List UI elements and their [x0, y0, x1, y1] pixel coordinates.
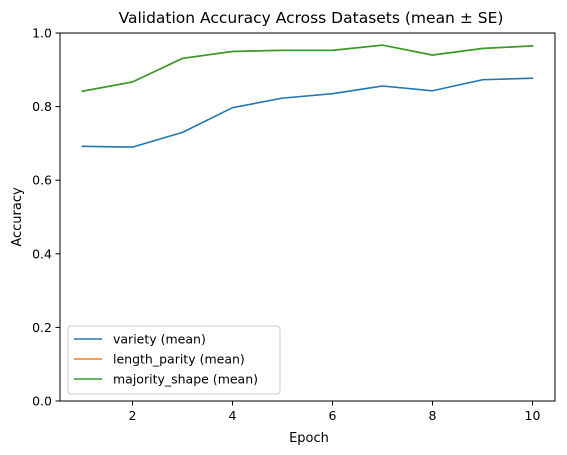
y-tick-label-1: 0.2 [32, 320, 52, 335]
y-tick-label-5: 1.0 [32, 26, 52, 41]
axis-ticks: 2 4 6 8 10 0.0 0.2 0.4 0.6 0.8 1.0 [32, 26, 540, 424]
x-tick-label-2: 6 [329, 408, 337, 423]
y-tick-label-2: 0.4 [32, 246, 52, 261]
legend-label-1: length_parity (mean) [113, 352, 245, 367]
legend: variety (mean) length_parity (mean) majori… [67, 325, 281, 395]
y-tick-label-3: 0.6 [32, 173, 52, 188]
legend-box [67, 325, 281, 395]
x-tick-label-3: 8 [429, 408, 437, 423]
series-line-0 [81, 77, 534, 148]
x-tick-label-4: 10 [525, 408, 541, 423]
legend-label-0: variety (mean) [113, 332, 206, 347]
x-tick-label-1: 4 [229, 408, 237, 423]
plot-frame [59, 32, 556, 402]
chart-title: Validation Accuracy Across Datasets (mea… [119, 9, 504, 27]
x-tick-label-0: 2 [129, 408, 137, 423]
x-axis-label: Epoch [289, 431, 329, 446]
y-tick-label-4: 0.8 [32, 99, 52, 114]
series-line-2 [81, 44, 534, 93]
plot-lines [81, 44, 534, 148]
y-tick-label-0: 0.0 [32, 394, 52, 409]
y-axis-label: Accuracy [10, 187, 25, 247]
legend-label-2: majority_shape (mean) [113, 372, 258, 387]
